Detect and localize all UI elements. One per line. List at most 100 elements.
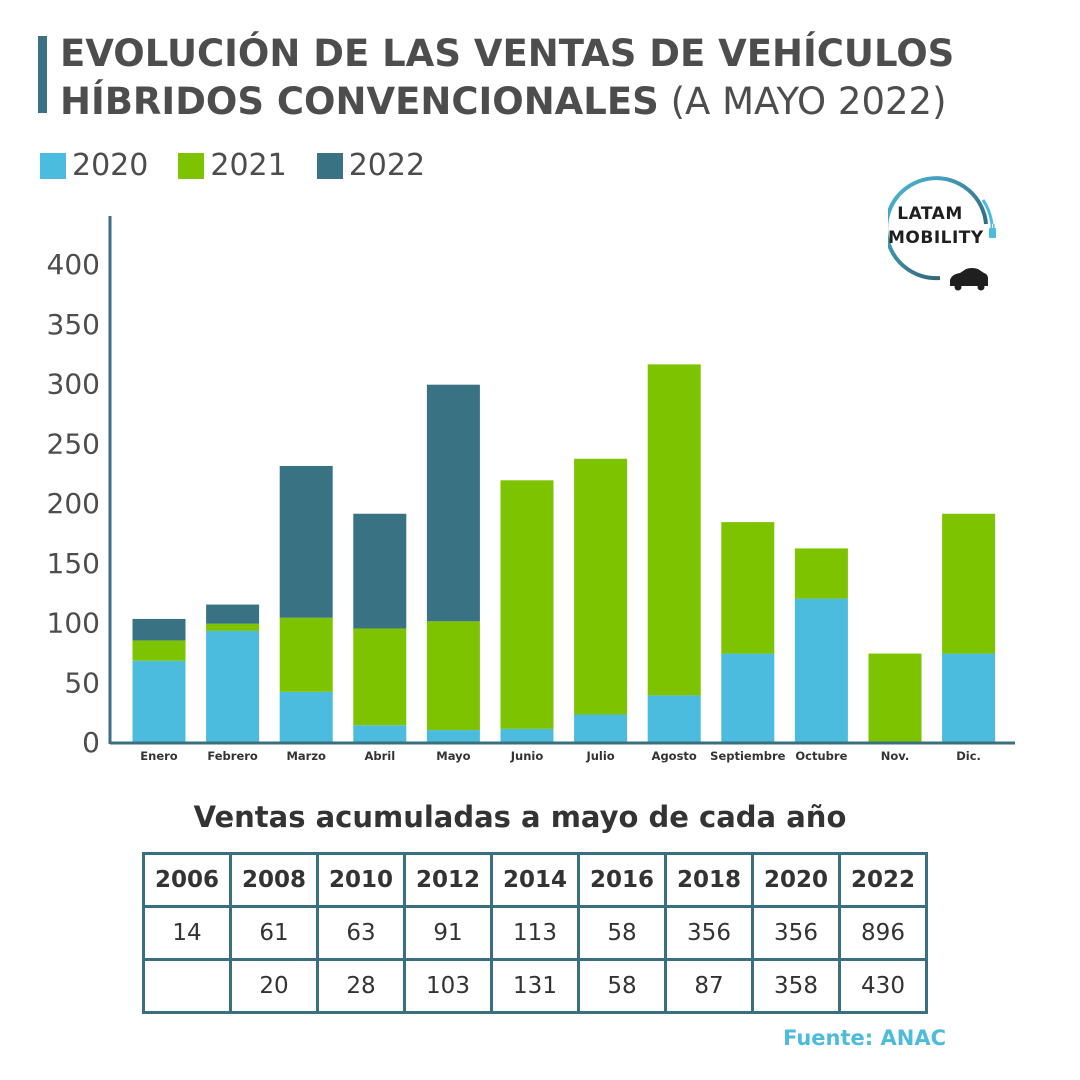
logo-line-1: LATAM xyxy=(897,204,963,224)
latam-mobility-logo: LATAM MOBILITY xyxy=(884,176,1000,292)
x-tick-label: Julio xyxy=(585,749,614,763)
logo-line-2: MOBILITY xyxy=(888,228,984,248)
x-tick-label: Abril xyxy=(364,749,395,763)
x-tick-label: Octubre xyxy=(795,749,847,763)
x-tick-label: Agosto xyxy=(652,749,697,763)
x-axis-labels: Enero Febrero Marzo Abril Mayo Junio Julio Agos… xyxy=(140,749,981,763)
y-tick-label: 100 xyxy=(47,607,100,640)
bar-2021-nov xyxy=(868,653,922,742)
x-tick-label: Nov. xyxy=(881,749,909,763)
table-header-cell: 2012 xyxy=(403,852,493,908)
legend-item-2021: 2021 xyxy=(178,148,287,183)
source-note: Fuente: ANAC xyxy=(783,1026,946,1050)
table-cell: 131 xyxy=(490,958,580,1014)
title-line-2: HÍBRIDOS CONVENCIONALES xyxy=(60,80,659,123)
legend-swatch-2021 xyxy=(178,152,205,179)
x-tick-label: Febrero xyxy=(207,749,258,763)
y-tick-label: 250 xyxy=(47,427,100,460)
bar-2022-febrero xyxy=(206,604,260,624)
table-row: 20 28 103 131 58 87 358 430 xyxy=(142,958,928,1014)
legend-item-2020: 2020 xyxy=(40,148,148,183)
table-header-cell: 2018 xyxy=(664,852,754,908)
table-cell: 61 xyxy=(229,905,319,961)
bar-2022-mayo xyxy=(426,384,480,622)
table-cell: 91 xyxy=(403,905,493,961)
table-cell: 14 xyxy=(142,905,232,961)
legend-label-2020: 2020 xyxy=(72,148,149,183)
chart-legend: 2020 2021 2022 xyxy=(40,148,425,183)
bar-2020-febrero xyxy=(206,630,260,742)
bar-2020-dic xyxy=(942,653,996,742)
page-title: EVOLUCIÓN DE LAS VENTAS DE VEHÍCULOS HÍB… xyxy=(60,30,1070,126)
legend-label-2022: 2022 xyxy=(348,148,426,183)
table-cell xyxy=(142,958,232,1014)
table-cell: 20 xyxy=(229,958,319,1014)
bar-2022-marzo xyxy=(279,465,333,618)
x-tick-label: Dic. xyxy=(956,749,981,763)
bar-2020-marzo xyxy=(279,691,333,742)
table-title: Ventas acumuladas a mayo de cada año xyxy=(193,800,847,834)
table-header-cell: 2006 xyxy=(142,852,232,908)
title-subtitle: (A MAYO 2022) xyxy=(670,80,947,123)
legend-swatch-2020 xyxy=(40,152,66,179)
y-tick-label: 150 xyxy=(47,547,100,580)
table-header-cell: 2008 xyxy=(229,852,319,908)
bar-2020-junio xyxy=(500,728,554,742)
car-plug-ring-icon xyxy=(884,176,996,291)
table-cell: 356 xyxy=(751,905,841,961)
y-tick-label: 400 xyxy=(47,248,100,281)
x-tick-label: Junio xyxy=(510,749,544,763)
bar-2020-septiembre xyxy=(721,653,775,742)
monthly-sales-chart: 0 50 100 150 200 250 300 350 400 Enero Febrero Mar… xyxy=(47,216,1015,763)
bar-2021-abril xyxy=(353,628,407,726)
table-cell: 58 xyxy=(577,958,667,1014)
x-tick-label: Septiembre xyxy=(710,749,785,763)
table-header-row: 2006 2008 2010 2012 2014 2016 2018 2020 2022 xyxy=(142,852,928,908)
bar-2022-enero xyxy=(132,618,186,641)
bar-2021-mayo xyxy=(426,621,480,731)
table-cell: 103 xyxy=(403,958,493,1014)
table-header-cell: 2010 xyxy=(316,852,406,908)
y-tick-label: 50 xyxy=(64,666,100,699)
x-tick-label: Marzo xyxy=(286,749,326,763)
bar-2021-dic xyxy=(942,513,996,654)
bar-2020-octubre xyxy=(794,598,848,742)
table-cell: 28 xyxy=(316,958,406,1014)
table-cell: 358 xyxy=(751,958,841,1014)
bar-2020-enero xyxy=(132,660,186,742)
bar-2022-abril xyxy=(353,513,407,629)
x-tick-label: Enero xyxy=(140,749,178,763)
title-line-1: EVOLUCIÓN DE LAS VENTAS DE VEHÍCULOS xyxy=(60,32,955,75)
y-tick-label: 350 xyxy=(47,308,100,341)
table-cell: 896 xyxy=(838,905,928,961)
y-axis-labels: 0 50 100 150 200 250 300 350 400 xyxy=(47,248,100,759)
table-cell: 58 xyxy=(577,905,667,961)
bar-2020-mayo xyxy=(426,730,480,742)
legend-swatch-2022 xyxy=(316,152,343,179)
bar-2021-enero xyxy=(132,640,186,661)
bar-2021-septiembre xyxy=(721,522,775,654)
y-tick-label: 0 xyxy=(82,726,100,759)
bar-2021-febrero xyxy=(206,623,260,631)
bar-2020-julio xyxy=(574,714,628,742)
bar-2021-junio xyxy=(500,480,554,729)
y-tick-label: 300 xyxy=(47,368,100,401)
bar-2021-marzo xyxy=(279,617,333,692)
x-tick-label: Mayo xyxy=(436,749,470,763)
table-row: 14 61 63 91 113 58 356 356 896 xyxy=(142,905,928,961)
y-tick-label: 200 xyxy=(47,487,100,520)
table-header-cell: 2016 xyxy=(577,852,667,908)
legend-item-2022: 2022 xyxy=(316,148,426,183)
accumulated-sales-table: 2006 2008 2010 2012 2014 2016 2018 2020 2022 14 6… xyxy=(142,852,928,1014)
table-header-cell: 2022 xyxy=(838,852,928,908)
bar-2021-agosto xyxy=(647,364,701,696)
bars-group xyxy=(132,364,996,742)
table-cell: 113 xyxy=(490,905,580,961)
table-cell: 87 xyxy=(664,958,754,1014)
bar-2020-abril xyxy=(353,725,407,742)
table-header-cell: 2014 xyxy=(490,852,580,908)
logo-text: LATAM MOBILITY xyxy=(888,202,984,250)
bar-2020-agosto xyxy=(647,695,701,742)
table-cell: 430 xyxy=(838,958,928,1014)
table-header-cell: 2020 xyxy=(751,852,841,908)
